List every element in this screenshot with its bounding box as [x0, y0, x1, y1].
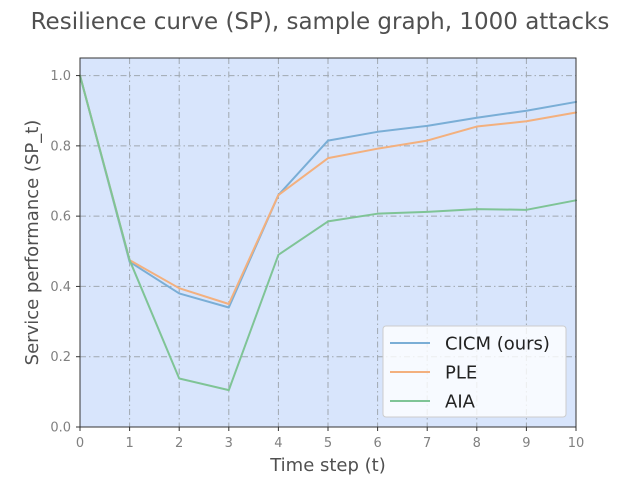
x-tick-label: 2	[175, 436, 183, 451]
y-axis-label: Service performance (SP_t)	[22, 120, 43, 366]
x-tick-label: 8	[473, 436, 481, 451]
x-tick-label: 0	[76, 436, 84, 451]
y-tick-label: 0.2	[50, 350, 71, 365]
x-tick-label: 7	[423, 436, 431, 451]
legend-box	[382, 325, 567, 418]
series-line-cicm-ours	[79, 74, 577, 309]
legend-entry-label: AIA	[445, 392, 476, 413]
x-tick-label: 5	[324, 436, 332, 451]
y-tick-label: 0.4	[50, 280, 71, 295]
series-line-ple	[79, 74, 577, 305]
x-tick-label: 6	[373, 436, 381, 451]
x-tick-label: 1	[125, 436, 133, 451]
series-line-aia	[79, 74, 577, 392]
axis-ticks: 0 1 2 3 4 5 6 7 8 9 10 0.0 0.2 0.4 0.6 0.8 1.0	[50, 69, 584, 451]
y-tick-label: 0.0	[50, 421, 71, 436]
y-tick-label: 1.0	[50, 69, 71, 84]
series-lines	[79, 74, 577, 392]
chart-title: Resilience curve (SP), sample graph, 100…	[31, 9, 610, 35]
x-tick-label: 4	[274, 436, 282, 451]
y-tick-label: 0.6	[50, 210, 71, 225]
legend-entry-label: PLE	[445, 363, 477, 384]
x-tick-label: 10	[568, 436, 585, 451]
x-tick-label: 9	[522, 436, 530, 451]
legend-entry-label: CICM (ours)	[445, 334, 550, 355]
y-tick-label: 0.8	[50, 139, 71, 154]
legend: CICM (ours) PLE AIA	[382, 325, 567, 418]
x-axis-label: Time step (t)	[269, 455, 386, 476]
x-tick-label: 3	[225, 436, 233, 451]
